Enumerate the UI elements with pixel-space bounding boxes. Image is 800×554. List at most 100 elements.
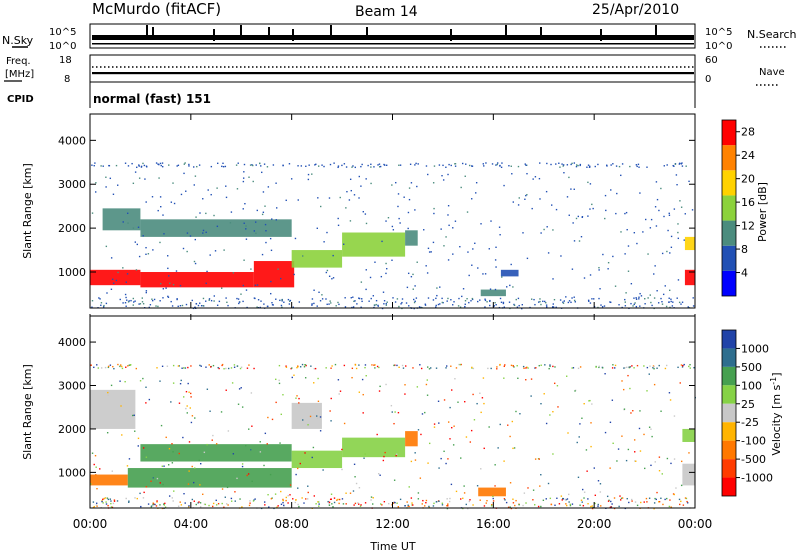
echo-point	[521, 304, 524, 306]
echo-point	[654, 461, 656, 463]
echo-point	[202, 305, 205, 307]
echo-point	[189, 407, 191, 409]
echo-point	[424, 304, 427, 306]
echo-point	[302, 419, 304, 421]
echo-point	[280, 503, 283, 506]
echo-point	[381, 307, 384, 310]
echo-point	[105, 501, 107, 503]
echo-point	[157, 163, 159, 165]
echo-point	[202, 493, 204, 496]
echo-point	[587, 181, 589, 184]
echo-point	[658, 456, 661, 458]
echo-point	[524, 198, 526, 200]
echo-point	[510, 263, 512, 266]
echo-point	[425, 383, 428, 386]
echo-point	[252, 180, 254, 183]
echo-point	[461, 162, 464, 165]
echo-point	[593, 467, 595, 469]
echo-point	[191, 465, 193, 468]
echo-point	[112, 193, 115, 195]
echo-point	[377, 473, 380, 475]
echo-point	[649, 294, 651, 296]
echo-point	[210, 299, 213, 302]
echo-point	[670, 246, 673, 249]
echo-point	[428, 368, 431, 370]
echo-point	[406, 501, 408, 503]
echo-point	[426, 394, 429, 396]
echo-point	[499, 423, 501, 426]
echo-point	[325, 271, 328, 274]
echo-point	[494, 302, 496, 304]
echo-point	[658, 209, 660, 212]
echo-point	[651, 304, 653, 307]
echo-point	[186, 232, 189, 234]
echo-point	[124, 380, 126, 383]
echo-point	[485, 502, 487, 504]
echo-point	[317, 165, 320, 167]
echo-point	[570, 163, 572, 166]
echo-point	[448, 224, 450, 227]
echo-point	[299, 366, 302, 368]
echo-point	[171, 462, 174, 464]
echo-point	[412, 288, 414, 290]
echo-point	[551, 204, 553, 206]
echo-point	[96, 487, 98, 490]
echo-point	[297, 365, 299, 367]
echo-point	[337, 224, 340, 227]
echo-point	[562, 498, 565, 500]
echo-point	[161, 365, 164, 368]
echo-point	[244, 202, 246, 205]
echo-point	[495, 304, 497, 306]
echo-point	[504, 499, 506, 501]
echo-point	[392, 297, 394, 299]
echo-point	[179, 305, 182, 307]
echo-point	[477, 267, 479, 269]
echo-point	[650, 464, 652, 467]
echo-point	[112, 502, 115, 505]
echo-point	[163, 465, 165, 467]
colorbar-tick-label: -500	[741, 453, 766, 466]
echo-point	[97, 367, 100, 369]
echo-point	[621, 163, 624, 165]
echo-point	[447, 421, 450, 423]
echo-point	[140, 165, 143, 168]
echo-point	[303, 502, 305, 504]
echo-point	[352, 490, 355, 492]
echo-point	[620, 231, 622, 233]
echo-point	[373, 364, 375, 366]
echo-point	[517, 204, 520, 206]
echo-point	[417, 429, 420, 431]
echo-point	[627, 270, 630, 272]
echo-point	[124, 162, 127, 164]
echo-point	[236, 297, 238, 300]
echo-point	[532, 499, 534, 501]
y-tick-label: 1000	[58, 266, 86, 279]
echo-point	[332, 277, 335, 279]
echo-point	[208, 299, 210, 301]
echo-point	[378, 163, 381, 165]
echo-point	[345, 166, 348, 168]
echo-point	[315, 163, 317, 165]
echo-point	[263, 464, 265, 467]
echo-point	[633, 439, 636, 441]
echo-point	[319, 300, 322, 302]
nsky-label: N.Sky	[2, 34, 34, 47]
echo-point	[172, 500, 174, 502]
echo-point	[289, 484, 292, 486]
echo-point	[627, 374, 629, 377]
echo-point	[673, 458, 676, 460]
echo-point	[250, 449, 252, 451]
echo-point	[358, 391, 361, 393]
echo-point	[484, 306, 486, 308]
colorbar-segment	[722, 348, 736, 367]
echo-point	[479, 499, 481, 501]
echo-point	[495, 266, 497, 268]
echo-point	[134, 171, 137, 173]
echo-point	[454, 378, 456, 380]
echo-point	[571, 503, 574, 505]
echo-point	[261, 213, 264, 216]
echo-point	[202, 229, 205, 232]
echo-point	[287, 494, 289, 497]
echo-point	[591, 298, 593, 300]
echo-point	[355, 482, 358, 485]
